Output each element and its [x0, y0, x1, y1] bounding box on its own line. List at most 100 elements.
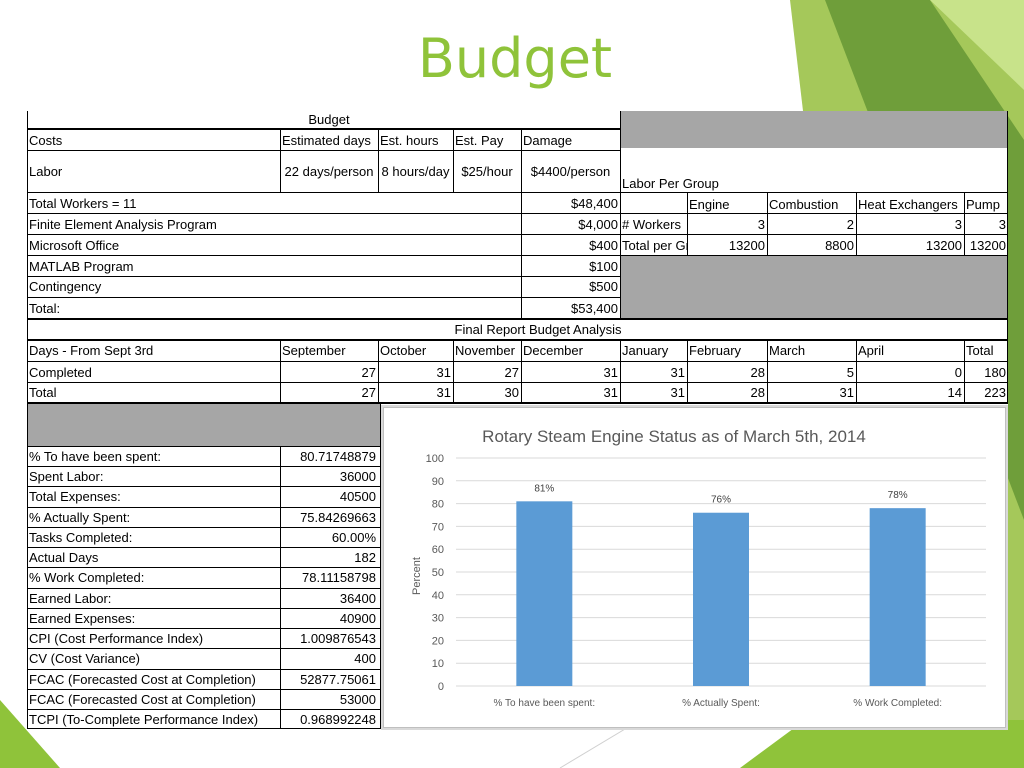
- metric-value: 52877.75061: [300, 671, 376, 687]
- grid-line: [856, 192, 857, 256]
- grid-line: [767, 339, 768, 403]
- row-value: 223: [984, 384, 1006, 400]
- total-label: Total:: [29, 300, 61, 316]
- item-value: $400: [589, 237, 618, 253]
- grid-line: [27, 648, 381, 649]
- labor-damage: $4400/person: [530, 164, 611, 179]
- grid-line: [280, 446, 281, 729]
- metric-label: % To have been spent:: [29, 448, 162, 464]
- metric-label: FCAC (Forecasted Cost at Completion): [29, 671, 256, 687]
- grid-line: [27, 547, 381, 548]
- item-value: $100: [589, 258, 618, 274]
- metric-label: Tasks Completed:: [29, 529, 133, 545]
- metric-value: 40500: [339, 488, 376, 504]
- final-report-title: Final Report Budget Analysis: [454, 321, 622, 337]
- chart-y-tick-label: 30: [432, 613, 444, 625]
- grid-line: [27, 192, 1008, 193]
- row-value: 31: [603, 364, 618, 380]
- grid-line: [378, 128, 379, 193]
- grid-line: [521, 339, 522, 403]
- workers-label: # Workers: [622, 216, 681, 232]
- row-value: 30: [504, 384, 519, 400]
- grid-line: [27, 382, 1008, 383]
- row-value: 14: [947, 384, 962, 400]
- grid-line: [280, 339, 281, 403]
- header-est-pay: Est. Pay: [455, 132, 504, 148]
- grid-line: [27, 128, 620, 130]
- group-total-value: 8800: [825, 237, 854, 253]
- item-label: Finite Element Analysis Program: [29, 216, 217, 232]
- month-header: March: [769, 342, 806, 358]
- gray-block-metrics: [27, 404, 381, 446]
- grid-line: [27, 255, 1008, 256]
- grid-line: [27, 318, 1008, 320]
- row-value: 31: [670, 364, 685, 380]
- grid-line: [27, 297, 620, 298]
- metric-label: Total Expenses:: [29, 488, 121, 504]
- chart-y-tick-label: 10: [432, 658, 444, 670]
- grid-line: [27, 234, 1008, 235]
- chart-x-tick-label: % To have been spent:: [494, 698, 596, 709]
- grid-line: [453, 339, 454, 403]
- row-value: 27: [361, 364, 376, 380]
- grid-line: [27, 689, 381, 690]
- chart-data-label: 76%: [711, 495, 731, 506]
- metric-label: CV (Cost Variance): [29, 650, 141, 666]
- metric-label: Actual Days: [29, 549, 99, 565]
- item-label: MATLAB Program: [29, 258, 134, 274]
- metric-value: 182: [354, 549, 376, 565]
- item-label: Contingency: [29, 278, 102, 294]
- chart-y-tick-label: 70: [432, 521, 444, 533]
- row-value: 31: [603, 384, 618, 400]
- grid-line: [27, 527, 381, 528]
- green-corner-left: [0, 700, 60, 768]
- item-label: Total Workers = 11: [29, 195, 137, 211]
- metric-value: 400: [354, 650, 376, 666]
- metric-value: 1.009876543: [300, 630, 376, 646]
- metric-label: Earned Labor:: [29, 590, 112, 606]
- grid-line: [687, 192, 688, 256]
- chart-x-ticks: % To have been spent: % Actually Spent: % …: [494, 698, 942, 709]
- grid-line: [964, 192, 965, 256]
- group-header: Engine: [689, 196, 730, 212]
- row-value: 28: [750, 384, 765, 400]
- header-damage: Damage: [523, 132, 573, 148]
- grid-line: [27, 446, 381, 447]
- item-value: $500: [589, 278, 618, 294]
- grid-line: [380, 403, 381, 729]
- grid-line: [27, 669, 381, 670]
- grid-line: [27, 567, 381, 568]
- month-header: February: [689, 342, 742, 358]
- metric-label: % Actually Spent:: [29, 509, 131, 525]
- labor-pay: $25/hour: [461, 164, 513, 179]
- row-value: 31: [436, 384, 451, 400]
- group-total-value: 13200: [925, 237, 962, 253]
- item-value: $4,000: [578, 216, 618, 232]
- header-est-hours: Est. hours: [380, 132, 439, 148]
- workers-value: 3: [757, 216, 765, 232]
- labor-hours: 8 hours/day: [381, 163, 450, 179]
- grid-line: [27, 276, 620, 277]
- metric-label: Earned Expenses:: [29, 610, 136, 626]
- group-total-value: 13200: [728, 237, 765, 253]
- chart-y-tick-label: 90: [432, 476, 444, 488]
- grid-line: [620, 339, 621, 403]
- grid-line: [27, 213, 1008, 214]
- grid-line: [856, 339, 857, 403]
- item-value: $48,400: [571, 195, 618, 211]
- grid-line: [27, 150, 620, 151]
- grid-line: [27, 709, 381, 710]
- grid-line: [280, 128, 281, 193]
- bar-chart: Rotary Steam Engine Status as of March 5…: [383, 407, 1006, 728]
- month-header: October: [380, 342, 427, 358]
- grid-line: [453, 128, 454, 193]
- group-header: Combustion: [769, 196, 839, 212]
- group-header: Heat Exchangers: [858, 196, 958, 212]
- chart-bar: [693, 512, 749, 686]
- grid-line: [27, 361, 1008, 362]
- green-corner-bottom: [740, 720, 1024, 768]
- chart-y-tick-label: 100: [426, 453, 444, 465]
- row-value: 5: [846, 364, 854, 380]
- grid-line: [27, 466, 381, 467]
- chart-y-axis-label: Percent: [411, 557, 423, 595]
